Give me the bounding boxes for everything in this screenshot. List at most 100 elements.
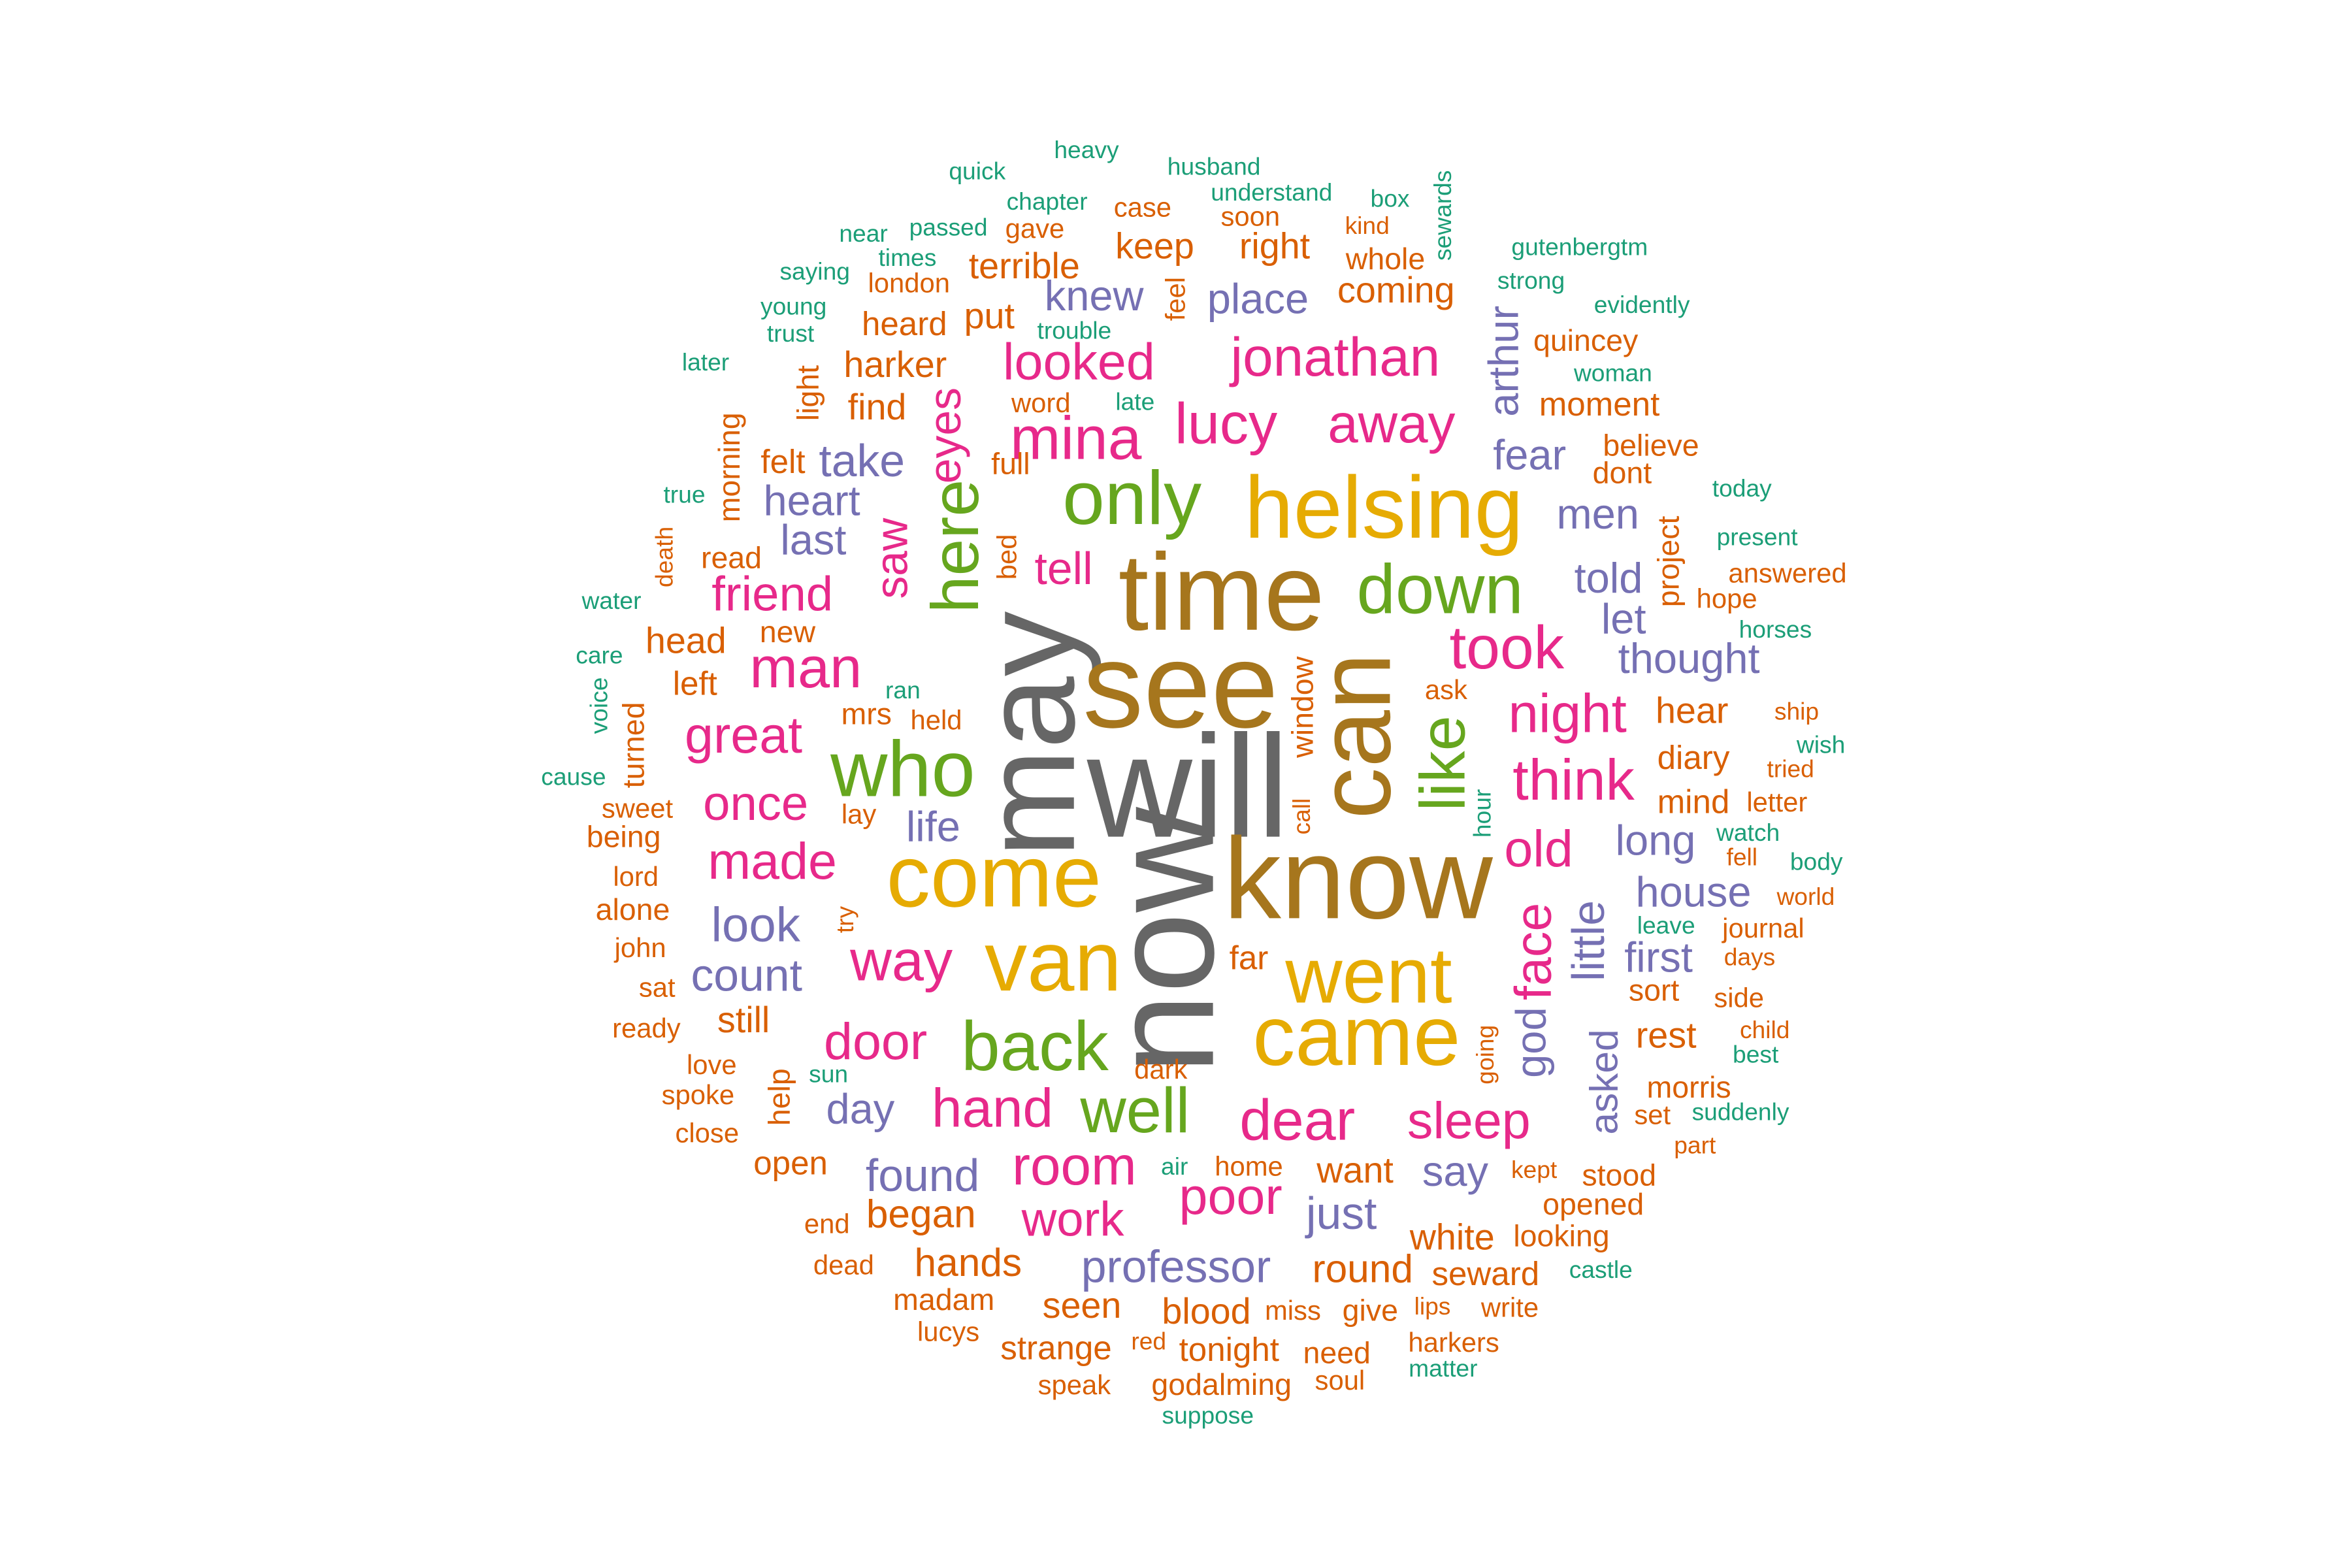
word-dont: dont — [1593, 455, 1652, 489]
word-began: began — [866, 1192, 976, 1236]
word-went: went — [1284, 932, 1452, 1020]
word-world: world — [1776, 883, 1835, 910]
word-suppose: suppose — [1162, 1401, 1254, 1429]
word-wish: wish — [1796, 731, 1845, 759]
word-eyes: eyes — [919, 387, 970, 483]
word-lips: lips — [1414, 1292, 1451, 1320]
word-madam: madam — [893, 1282, 994, 1316]
word-godalming: godalming — [1151, 1367, 1292, 1401]
word-hope: hope — [1697, 583, 1757, 614]
word-man: man — [749, 635, 862, 700]
word-here: here — [917, 480, 992, 613]
word-water: water — [581, 587, 642, 614]
word-heavy: heavy — [1054, 136, 1119, 163]
word-soul: soul — [1315, 1365, 1365, 1396]
word-true: true — [663, 480, 705, 508]
word-long: long — [1616, 817, 1696, 864]
word-keep: keep — [1115, 226, 1194, 267]
word-sort: sort — [1629, 973, 1680, 1007]
word-held: held — [910, 705, 962, 736]
word-young: young — [760, 292, 826, 319]
word-london: london — [868, 268, 950, 299]
word-answered: answered — [1728, 557, 1846, 588]
word-white: white — [1409, 1217, 1495, 1257]
word-now: now — [1082, 807, 1245, 1075]
word-room: room — [1012, 1135, 1136, 1196]
word-harker: harker — [843, 344, 947, 385]
word-looked: looked — [1003, 333, 1155, 391]
word-van: van — [985, 913, 1122, 1009]
word-gutenbergtm: gutenbergtm — [1511, 233, 1648, 261]
word-way: way — [849, 928, 953, 993]
word-ship: ship — [1774, 697, 1819, 725]
word-death: death — [650, 527, 678, 587]
word-tried: tried — [1767, 755, 1814, 783]
word-today: today — [1712, 474, 1772, 502]
word-matter: matter — [1409, 1354, 1477, 1382]
word-believe: believe — [1603, 428, 1699, 462]
word-light: light — [791, 365, 825, 421]
word-write: write — [1480, 1292, 1539, 1322]
word-help: help — [762, 1068, 796, 1126]
word-box: box — [1371, 184, 1410, 212]
word-took: took — [1450, 613, 1565, 681]
word-lord: lord — [613, 861, 659, 892]
word-home: home — [1215, 1151, 1283, 1181]
word-red: red — [1131, 1327, 1166, 1354]
word-spoke: spoke — [662, 1079, 735, 1110]
word-gave: gave — [1005, 213, 1065, 244]
word-mind: mind — [1658, 783, 1730, 821]
word-mina: mina — [1010, 404, 1142, 472]
word-best: best — [1733, 1040, 1779, 1068]
word-part: part — [1674, 1132, 1716, 1159]
word-great: great — [685, 706, 802, 764]
word-will: will — [1086, 706, 1290, 868]
word-project: project — [1651, 516, 1685, 608]
word-think: think — [1512, 747, 1635, 812]
word-cause: cause — [541, 762, 606, 790]
word-life: life — [906, 803, 960, 851]
word-still: still — [717, 1000, 770, 1040]
word-read: read — [701, 540, 762, 574]
word-leave: leave — [1637, 911, 1695, 939]
word-try: try — [831, 906, 858, 933]
word-dead: dead — [813, 1249, 874, 1280]
word-dear: dear — [1239, 1087, 1355, 1152]
word-need: need — [1303, 1335, 1370, 1369]
word-late: late — [1115, 388, 1154, 416]
word-saying: saying — [779, 257, 850, 285]
word-men: men — [1556, 490, 1639, 538]
word-later: later — [682, 348, 729, 376]
word-set: set — [1634, 1099, 1671, 1130]
word-time: time — [1119, 532, 1325, 653]
word-give: give — [1343, 1293, 1398, 1327]
word-hear: hear — [1656, 690, 1728, 730]
word-call: call — [1288, 798, 1315, 835]
word-professor: professor — [1081, 1241, 1271, 1292]
word-find: find — [848, 387, 907, 427]
word-dark: dark — [1134, 1054, 1187, 1085]
word-can: can — [1297, 653, 1412, 819]
word-full: full — [991, 446, 1030, 480]
word-seward: seward — [1431, 1255, 1539, 1292]
word-whole: whole — [1345, 242, 1426, 276]
word-feel: feel — [1160, 277, 1190, 321]
word-who: who — [830, 725, 975, 813]
word-john: john — [613, 932, 666, 963]
word-alone: alone — [596, 892, 670, 926]
word-back: back — [961, 1007, 1109, 1085]
word-kind: kind — [1345, 212, 1390, 239]
word-saw: saw — [866, 517, 917, 599]
word-voice: voice — [585, 678, 613, 734]
word-just: just — [1305, 1188, 1377, 1239]
word-side: side — [1714, 983, 1764, 1013]
word-journal: journal — [1721, 913, 1804, 943]
word-friend: friend — [711, 567, 833, 621]
word-house: house — [1635, 868, 1751, 915]
word-round: round — [1312, 1246, 1413, 1290]
word-stood: stood — [1582, 1158, 1656, 1192]
word-first: first — [1624, 933, 1693, 981]
word-diary: diary — [1658, 739, 1730, 776]
word-made: made — [708, 832, 837, 890]
